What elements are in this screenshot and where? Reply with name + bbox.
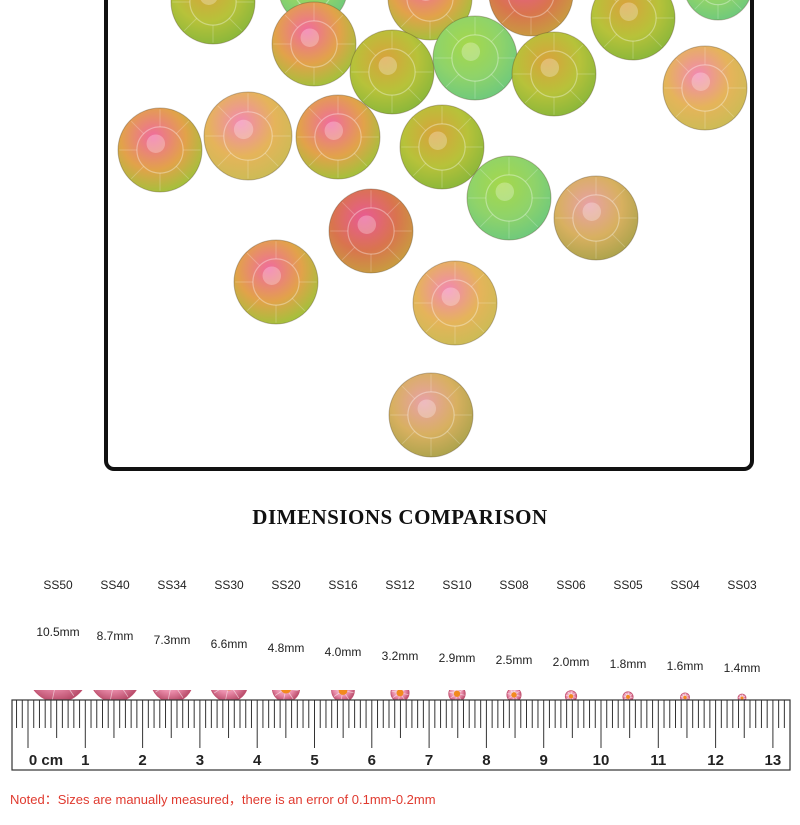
rhinestone (271, 1, 357, 87)
size-mm-ss12: 3.2mm (381, 649, 419, 663)
size-code-ss30: SS30 (214, 578, 244, 592)
rhinestone (295, 94, 381, 180)
rhinestone (590, 0, 676, 61)
ruler-label-0: 0 cm (29, 752, 63, 769)
ruler-label-1: 1 (81, 752, 89, 769)
size-mm-ss40: 8.7mm (96, 629, 134, 643)
ruler-label-7: 7 (425, 752, 433, 769)
rhinestone-photo (117, 0, 750, 458)
section-title: DIMENSIONS COMPARISON (252, 505, 548, 529)
rhinestone (511, 31, 597, 117)
product-photo-frame (104, 0, 754, 471)
size-mm-ss20: 4.8mm (267, 641, 305, 655)
rhinestone (662, 45, 748, 131)
rhinestone (328, 188, 414, 274)
ruler-body (11, 699, 791, 771)
ruler-label-11: 11 (650, 752, 666, 769)
size-mm-ss10: 2.9mm (438, 651, 476, 665)
size-mm-ss03: 1.4mm (723, 661, 761, 675)
ruler-label-13: 13 (765, 752, 782, 769)
ruler-label-4: 4 (253, 752, 262, 769)
size-code-ss12: SS12 (385, 578, 415, 592)
rhinestone (388, 372, 474, 458)
rhinestone (412, 260, 498, 346)
ruler-label-12: 12 (707, 752, 724, 769)
ruler-label-6: 6 (368, 752, 376, 769)
size-mm-ss06: 2.0mm (552, 655, 590, 669)
size-mm-ss30: 6.6mm (210, 637, 248, 651)
size-mm-ss16: 4.0mm (324, 645, 362, 659)
size-code-ss50: SS50 (43, 578, 73, 592)
size-code-ss40: SS40 (100, 578, 130, 592)
ruler-label-9: 9 (540, 752, 548, 769)
ruler-label-5: 5 (310, 752, 318, 769)
sample-stone-ss06 (564, 690, 578, 703)
rhinestone (233, 239, 319, 325)
sample-stone-ss12 (390, 690, 410, 703)
ruler-label-2: 2 (138, 752, 146, 769)
size-mm-ss05: 1.8mm (609, 657, 647, 671)
size-mm-ss08: 2.5mm (495, 653, 533, 667)
rhinestone (488, 0, 574, 37)
rhinestone (349, 29, 435, 115)
size-code-ss05: SS05 (613, 578, 643, 592)
size-code-ss20: SS20 (271, 578, 301, 592)
size-mm-ss04: 1.6mm (666, 659, 704, 673)
size-code-ss34: SS34 (157, 578, 187, 592)
measurement-note: Noted：Sizes are manually measured，there … (10, 792, 436, 807)
rhinestone (170, 0, 256, 45)
rhinestone (432, 15, 518, 101)
size-code-ss16: SS16 (328, 578, 358, 592)
rhinestone (466, 155, 552, 241)
ruler-label-3: 3 (196, 752, 204, 769)
rhinestone (203, 91, 293, 181)
rhinestone (399, 104, 485, 190)
size-code-ss03: SS03 (727, 578, 757, 592)
rhinestone (117, 107, 203, 193)
size-code-ss04: SS04 (670, 578, 700, 592)
ruler-label-8: 8 (482, 752, 490, 769)
rhinestone (553, 175, 639, 261)
size-mm-ss34: 7.3mm (153, 633, 191, 647)
sample-stone-ss08 (506, 690, 522, 703)
size-code-ss06: SS06 (556, 578, 586, 592)
ruler-ticks (16, 700, 785, 748)
ruler-label-10: 10 (593, 752, 610, 769)
size-mm-ss50: 10.5mm (36, 625, 80, 639)
size-code-ss10: SS10 (442, 578, 472, 592)
sample-stone-ss20 (272, 690, 300, 703)
ruler: 0 cm 1 2 3 4 5 6 7 8 9 10 11 12 13 (11, 690, 791, 771)
rhinestone (686, 0, 750, 21)
size-code-ss08: SS08 (499, 578, 529, 592)
